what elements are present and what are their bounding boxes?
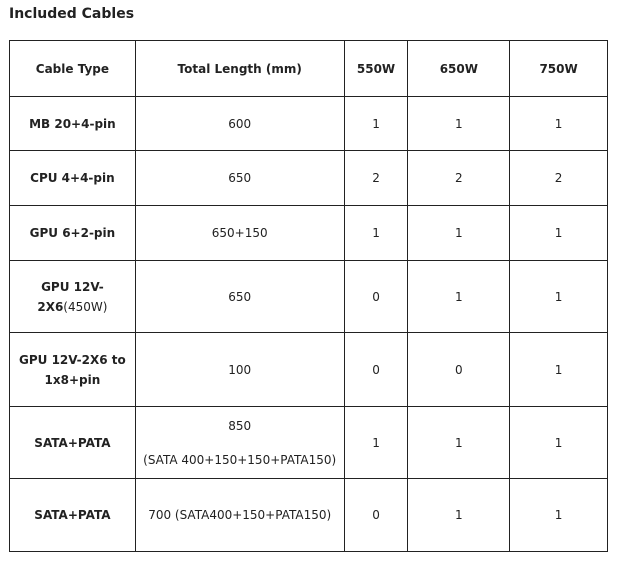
length-text: 650 xyxy=(228,290,251,304)
table-row: SATA+PATA700 (SATA400+150+PATA150)011 xyxy=(10,479,608,552)
cell-length: 650 xyxy=(135,151,344,206)
table-row: SATA+PATA850(SATA 400+150+150+PATA150)11… xyxy=(10,407,608,479)
length-text: 850 xyxy=(228,419,251,433)
cable-type-text: MB 20+4-pin xyxy=(29,117,116,131)
cables-table: Cable Type Total Length (mm) 550W 650W 7… xyxy=(9,40,608,552)
header-750w: 750W xyxy=(510,41,608,97)
header-550w: 550W xyxy=(344,41,408,97)
cell-cable-type: SATA+PATA xyxy=(10,479,136,552)
cell-750w: 1 xyxy=(510,206,608,261)
table-row: GPU 12V-2X6(450W)650011 xyxy=(10,261,608,333)
length-text: 650 xyxy=(228,171,251,185)
cell-cable-type: MB 20+4-pin xyxy=(10,97,136,151)
length-text: 650+150 xyxy=(212,226,268,240)
cell-750w: 1 xyxy=(510,261,608,333)
cell-650w: 0 xyxy=(408,333,510,407)
header-total-length: Total Length (mm) xyxy=(135,41,344,97)
section-title: Included Cables xyxy=(9,6,134,22)
cell-750w: 1 xyxy=(510,407,608,479)
cell-550w: 0 xyxy=(344,333,408,407)
cell-550w: 0 xyxy=(344,261,408,333)
cell-550w: 1 xyxy=(344,97,408,151)
cell-750w: 1 xyxy=(510,333,608,407)
table-row: GPU 12V-2X6 to 1x8+pin100001 xyxy=(10,333,608,407)
cell-750w: 2 xyxy=(510,151,608,206)
length-detail: (SATA 400+150+150+PATA150) xyxy=(143,453,336,467)
cell-550w: 1 xyxy=(344,206,408,261)
cell-650w: 2 xyxy=(408,151,510,206)
table-row: CPU 4+4-pin650222 xyxy=(10,151,608,206)
cell-650w: 1 xyxy=(408,407,510,479)
cable-type-text: SATA+PATA xyxy=(34,436,110,450)
cell-length: 600 xyxy=(135,97,344,151)
header-row: Cable Type Total Length (mm) 550W 650W 7… xyxy=(10,41,608,97)
cell-cable-type: SATA+PATA xyxy=(10,407,136,479)
header-cable-type: Cable Type xyxy=(10,41,136,97)
cell-550w: 0 xyxy=(344,479,408,552)
cell-length: 650+150 xyxy=(135,206,344,261)
table-row: MB 20+4-pin600111 xyxy=(10,97,608,151)
cable-type-text: SATA+PATA xyxy=(34,508,110,522)
cell-cable-type: GPU 12V-2X6(450W) xyxy=(10,261,136,333)
length-text: 600 xyxy=(228,117,251,131)
header-650w: 650W xyxy=(408,41,510,97)
length-text: 100 xyxy=(228,363,251,377)
cell-length: 650 xyxy=(135,261,344,333)
cell-550w: 2 xyxy=(344,151,408,206)
cell-650w: 1 xyxy=(408,97,510,151)
cell-cable-type: CPU 4+4-pin xyxy=(10,151,136,206)
cell-length: 850 (SATA 400+150+150+PATA150) xyxy=(135,407,344,479)
cell-750w: 1 xyxy=(510,479,608,552)
cell-length: 100 xyxy=(135,333,344,407)
cable-type-suffix: (450W) xyxy=(63,300,107,314)
cell-650w: 1 xyxy=(408,206,510,261)
cell-750w: 1 xyxy=(510,97,608,151)
cable-type-text: GPU 6+2-pin xyxy=(30,226,116,240)
cell-cable-type: GPU 6+2-pin xyxy=(10,206,136,261)
length-text: 700 (SATA400+150+PATA150) xyxy=(148,508,331,522)
cable-type-text: GPU 12V-2X6 to 1x8+pin xyxy=(19,353,126,387)
cable-type-text: CPU 4+4-pin xyxy=(30,171,115,185)
cell-550w: 1 xyxy=(344,407,408,479)
cell-length: 700 (SATA400+150+PATA150) xyxy=(135,479,344,552)
cell-cable-type: GPU 12V-2X6 to 1x8+pin xyxy=(10,333,136,407)
table-row: GPU 6+2-pin650+150111 xyxy=(10,206,608,261)
cell-650w: 1 xyxy=(408,479,510,552)
cell-650w: 1 xyxy=(408,261,510,333)
